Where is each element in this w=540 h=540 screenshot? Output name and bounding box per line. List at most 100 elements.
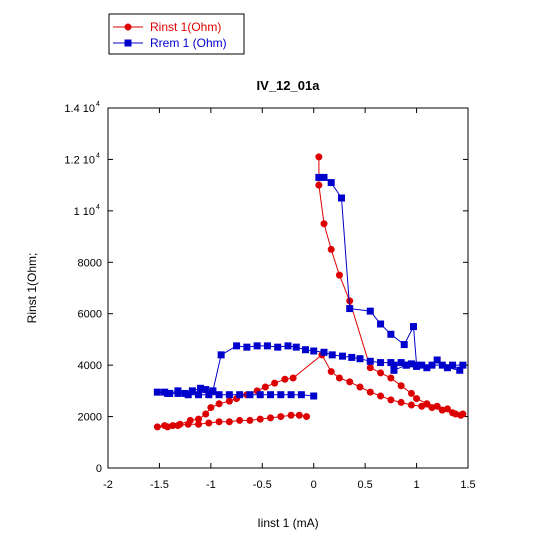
data-point-rinst — [366, 364, 374, 372]
x-axis-title: Iinst 1 (mA) — [257, 516, 318, 530]
data-point-rinst — [153, 423, 161, 431]
legend-label-rrem: Rrem 1 (Ohm) — [150, 36, 227, 50]
data-point-rinst — [225, 397, 233, 405]
data-point-rinst — [407, 389, 415, 397]
data-point-rrem — [243, 343, 251, 351]
x-tick-label: -0.5 — [253, 479, 272, 491]
data-point-rrem — [217, 351, 225, 359]
y-tick-exponent: 4 — [96, 152, 100, 159]
data-point-rinst — [225, 418, 233, 426]
data-point-rinst — [356, 383, 364, 391]
data-point-rrem — [310, 392, 318, 400]
data-point-rinst — [246, 416, 254, 424]
data-point-rinst — [215, 418, 223, 426]
data-point-rrem — [428, 361, 436, 369]
data-point-rinst — [387, 374, 395, 382]
data-point-rinst — [397, 398, 405, 406]
data-point-rrem — [328, 351, 336, 359]
data-point-rrem — [205, 391, 213, 399]
data-point-rrem — [390, 366, 398, 374]
data-point-rrem — [438, 361, 446, 369]
data-point-rrem — [195, 391, 203, 399]
series-layer — [153, 153, 467, 431]
data-point-rrem — [346, 305, 354, 313]
data-point-rrem — [400, 341, 408, 349]
data-point-rinst — [438, 406, 446, 414]
data-point-rinst — [236, 416, 244, 424]
data-point-rrem — [236, 391, 244, 399]
x-tick-label: -2 — [103, 479, 113, 491]
y-axis-title: Rinst 1(Ohm; — [25, 253, 39, 324]
plot-frame — [107, 107, 469, 469]
data-point-rrem — [225, 391, 233, 399]
y-tick-label: 8000 — [78, 257, 102, 269]
data-point-rrem — [297, 391, 305, 399]
legend-entry-rrem: Rrem 1 (Ohm) — [113, 36, 227, 50]
data-point-rrem — [387, 359, 395, 367]
data-point-rrem — [366, 307, 374, 315]
y-tick-label: 1.2 10 — [64, 154, 95, 166]
data-point-rrem — [256, 391, 264, 399]
data-point-rrem — [274, 343, 282, 351]
data-point-rrem — [443, 364, 451, 372]
data-point-rinst — [195, 415, 203, 423]
y-tick-label: 1.4 10 — [64, 103, 95, 115]
data-point-rinst — [387, 396, 395, 404]
data-point-rrem — [356, 355, 364, 363]
x-axis: -2 -1.5 -1 -0.5 0 0.5 1 1.5 — [103, 108, 476, 491]
data-point-rrem — [233, 342, 241, 350]
data-point-rrem — [456, 366, 464, 374]
legend-marker-rrem — [124, 39, 132, 47]
data-point-rinst — [346, 297, 354, 305]
data-point-rinst — [346, 378, 354, 386]
data-point-rinst — [202, 410, 210, 418]
data-point-rrem — [197, 384, 205, 392]
data-point-rrem — [402, 361, 410, 369]
data-point-rrem — [433, 356, 441, 364]
x-tick-label: -1.5 — [150, 479, 169, 491]
data-point-rrem — [320, 173, 328, 181]
data-point-rrem — [174, 389, 182, 397]
data-point-rinst — [256, 415, 264, 423]
x-tick-label: 1 — [414, 479, 420, 491]
data-point-rrem — [202, 386, 210, 394]
series-line-rinst — [157, 156, 465, 428]
data-point-rrem — [409, 323, 417, 331]
data-point-rinst — [377, 369, 385, 377]
data-point-rinst — [271, 379, 279, 387]
data-point-rrem — [184, 391, 192, 399]
data-point-rrem — [397, 359, 405, 367]
data-point-rinst — [315, 181, 323, 189]
data-point-rinst — [261, 383, 269, 391]
data-point-rrem — [449, 361, 457, 369]
data-point-rrem — [253, 342, 261, 350]
data-point-rrem — [423, 364, 431, 372]
data-point-rinst — [164, 423, 172, 431]
y-tick-label: 6000 — [78, 309, 102, 321]
data-point-rrem — [310, 347, 318, 355]
data-point-rinst — [303, 413, 311, 421]
data-point-rrem — [413, 362, 421, 370]
data-point-rrem — [287, 391, 295, 399]
data-point-rrem — [292, 343, 300, 351]
legend: Rinst 1(Ohm) Rrem 1 (Ohm) — [108, 13, 245, 55]
data-point-rinst — [327, 245, 335, 253]
data-point-rrem — [246, 391, 254, 399]
data-point-rrem — [263, 342, 271, 350]
data-point-rinst — [397, 382, 405, 390]
data-point-rinst — [335, 374, 343, 382]
data-point-rrem — [387, 330, 395, 338]
data-point-rinst — [320, 220, 328, 228]
x-tick-label: -1 — [206, 479, 216, 491]
data-point-rrem — [377, 359, 385, 367]
y-tick-exponent: 4 — [96, 101, 100, 108]
data-point-rrem — [153, 388, 161, 396]
y-tick-exponent: 4 — [96, 204, 100, 211]
data-point-rinst — [267, 414, 275, 422]
data-point-rinst — [281, 375, 289, 383]
legend-label-rinst: Rinst 1(Ohm) — [150, 20, 221, 34]
data-point-rinst — [418, 402, 426, 410]
data-point-rrem — [339, 352, 347, 360]
data-point-rinst — [207, 404, 215, 412]
